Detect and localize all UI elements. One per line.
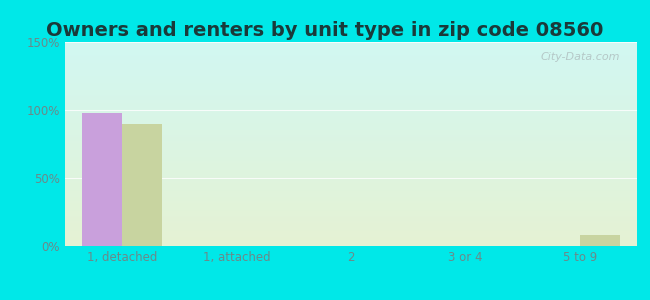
Legend: Owner occupied units, Renter occupied units: Owner occupied units, Renter occupied un… (175, 297, 527, 300)
Bar (82, 113, 122, 246)
Bar (580, 235, 620, 246)
Text: Owners and renters by unit type in zip code 08560: Owners and renters by unit type in zip c… (46, 21, 604, 40)
Bar (122, 124, 162, 246)
Text: City-Data.com: City-Data.com (540, 52, 620, 62)
